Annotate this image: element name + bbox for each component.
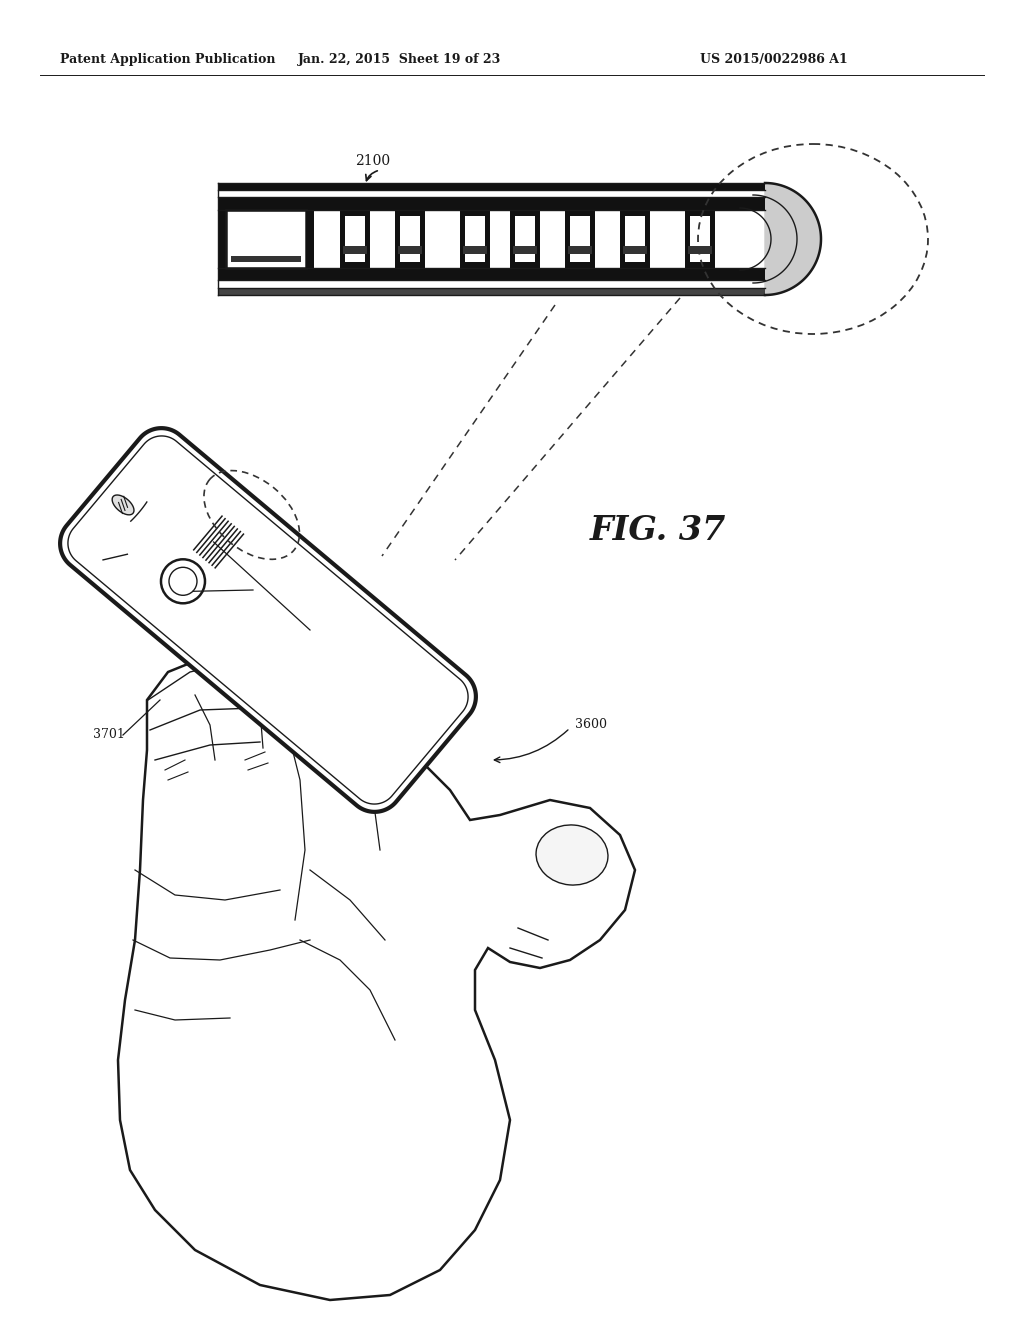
Bar	[218, 183, 765, 190]
Bar	[226, 210, 306, 268]
Text: 3701: 3701	[93, 729, 125, 742]
Bar	[365, 210, 370, 268]
Bar	[510, 210, 540, 216]
Bar	[565, 210, 570, 268]
Bar	[510, 261, 540, 268]
Bar	[395, 210, 425, 216]
Bar	[218, 288, 765, 294]
Bar	[710, 210, 715, 268]
Text: 3702: 3702	[228, 583, 260, 597]
Bar	[620, 261, 650, 268]
Bar	[395, 210, 400, 268]
Bar	[685, 210, 690, 268]
Bar	[395, 261, 425, 268]
Bar	[463, 246, 487, 253]
Bar	[460, 261, 490, 268]
Polygon shape	[68, 436, 468, 804]
Bar	[231, 256, 301, 261]
Bar	[218, 210, 226, 268]
Text: US 2015/0022986 A1: US 2015/0022986 A1	[700, 54, 848, 66]
Text: Jan. 22, 2015  Sheet 19 of 23: Jan. 22, 2015 Sheet 19 of 23	[298, 54, 502, 66]
Bar	[340, 261, 370, 268]
Bar	[398, 246, 422, 253]
Bar	[645, 210, 650, 268]
Bar	[620, 210, 650, 216]
Bar	[590, 210, 595, 268]
Text: 2100: 2100	[355, 154, 390, 168]
Text: 3703: 3703	[288, 623, 319, 636]
Bar	[460, 210, 490, 216]
Text: FIG. 37: FIG. 37	[590, 513, 726, 546]
Bar	[565, 261, 595, 268]
Polygon shape	[118, 655, 635, 1300]
Polygon shape	[113, 495, 134, 515]
Bar	[565, 210, 595, 216]
Ellipse shape	[536, 825, 608, 884]
Bar	[485, 210, 490, 268]
Polygon shape	[765, 183, 821, 294]
Text: Patent Application Publication: Patent Application Publication	[60, 54, 275, 66]
Bar	[623, 246, 647, 253]
Polygon shape	[60, 428, 476, 812]
Text: 3600: 3600	[575, 718, 607, 731]
Bar	[513, 246, 537, 253]
Bar	[685, 261, 715, 268]
Bar	[685, 210, 715, 216]
Bar	[218, 197, 765, 210]
Bar	[688, 246, 712, 253]
Bar	[535, 210, 540, 268]
Bar	[420, 210, 425, 268]
Bar	[340, 210, 345, 268]
Bar	[510, 210, 515, 268]
Bar	[460, 210, 465, 268]
Bar	[306, 210, 314, 268]
Bar	[568, 246, 592, 253]
Bar	[340, 210, 370, 216]
Bar	[343, 246, 367, 253]
Bar	[218, 268, 765, 280]
Bar	[620, 210, 625, 268]
